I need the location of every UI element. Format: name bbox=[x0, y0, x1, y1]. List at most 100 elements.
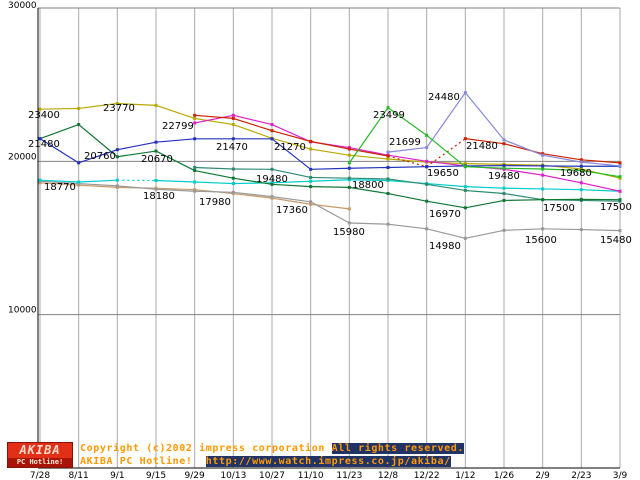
data-point-marker bbox=[579, 188, 583, 192]
akiba-logo: AKIBA PC Hotline! bbox=[7, 442, 73, 468]
data-point-marker bbox=[231, 190, 235, 194]
data-point-marker bbox=[231, 113, 235, 117]
data-point-marker bbox=[154, 179, 158, 182]
point-value-label: 23770 bbox=[103, 103, 135, 114]
site-url-text: http://www.watch.impress.co.jp/akiba/ bbox=[205, 456, 451, 467]
data-point-marker bbox=[193, 188, 197, 192]
data-point-marker bbox=[463, 162, 467, 166]
bright-green-line bbox=[347, 106, 622, 179]
data-point-marker bbox=[425, 199, 429, 203]
x-tick-label: 9/15 bbox=[146, 471, 166, 480]
data-point-marker bbox=[618, 176, 622, 180]
data-point-marker bbox=[270, 182, 274, 186]
data-point-marker bbox=[309, 179, 313, 183]
data-point-marker bbox=[347, 221, 351, 225]
point-labels: 23400 21480 18770 23770 20760 20670 18180 22799… bbox=[28, 92, 632, 252]
point-value-label: 15980 bbox=[333, 227, 365, 238]
point-value-label: 21270 bbox=[274, 142, 306, 153]
data-point-marker bbox=[154, 103, 158, 107]
data-point-marker bbox=[347, 166, 351, 170]
point-value-label: 14980 bbox=[429, 241, 461, 252]
data-point-marker bbox=[618, 164, 622, 168]
data-point-marker bbox=[541, 187, 545, 191]
data-point-marker bbox=[231, 137, 235, 141]
navy-blue-line bbox=[38, 137, 622, 171]
gridlines bbox=[38, 7, 621, 468]
data-point-marker bbox=[154, 140, 158, 144]
data-point-marker bbox=[347, 185, 351, 189]
data-point-marker bbox=[502, 186, 506, 190]
data-point-marker bbox=[347, 153, 351, 157]
data-point-marker bbox=[541, 164, 545, 168]
data-point-marker bbox=[502, 142, 506, 146]
x-tick-label: 1/12 bbox=[455, 471, 475, 480]
data-point-marker bbox=[502, 228, 506, 232]
data-point-marker bbox=[115, 148, 119, 152]
data-point-marker bbox=[193, 180, 197, 184]
data-point-marker bbox=[502, 138, 506, 142]
data-point-marker bbox=[425, 182, 429, 186]
data-point-marker bbox=[270, 196, 274, 200]
data-point-marker bbox=[347, 207, 351, 211]
data-point-marker bbox=[309, 167, 313, 171]
y-tick-label: 30000 bbox=[8, 1, 37, 11]
data-point-marker bbox=[425, 133, 429, 137]
x-tick-label: 11/10 bbox=[298, 471, 324, 480]
data-point-marker bbox=[386, 179, 390, 182]
x-tick-label: 12/8 bbox=[378, 471, 398, 480]
point-value-label: 18770 bbox=[44, 182, 76, 193]
data-point-marker bbox=[386, 177, 390, 181]
data-point-marker bbox=[270, 123, 274, 127]
magenta-line bbox=[193, 113, 622, 193]
point-value-label: 17360 bbox=[276, 205, 308, 216]
data-point-marker bbox=[618, 175, 622, 179]
x-tick-label: 9/29 bbox=[185, 471, 205, 480]
data-point-marker bbox=[347, 176, 351, 180]
data-point-marker bbox=[541, 153, 545, 157]
data-point-marker bbox=[579, 169, 583, 173]
data-point-marker bbox=[77, 106, 81, 110]
data-point-marker bbox=[231, 167, 235, 171]
data-point-marker bbox=[502, 198, 506, 202]
data-point-marker bbox=[347, 178, 351, 182]
site-name-text: AKIBA PC Hotline! bbox=[80, 456, 206, 467]
site-line: AKIBA PC Hotline! http://www.watch.impre… bbox=[80, 455, 464, 468]
data-point-marker bbox=[579, 181, 583, 185]
data-point-marker bbox=[270, 137, 274, 141]
data-point-marker bbox=[463, 236, 467, 240]
data-point-marker bbox=[309, 200, 313, 204]
data-point-marker bbox=[154, 187, 158, 191]
data-point-marker bbox=[386, 165, 390, 169]
data-point-marker bbox=[618, 161, 622, 165]
data-point-marker bbox=[386, 150, 390, 154]
copyright-line: Copyright (c)2002 impress corporation Al… bbox=[80, 442, 465, 455]
data-point-marker bbox=[115, 184, 119, 188]
point-value-label: 21480 bbox=[466, 141, 498, 152]
data-point-marker bbox=[463, 188, 467, 192]
data-point-marker bbox=[541, 167, 545, 171]
data-point-marker bbox=[231, 116, 235, 120]
data-point-marker bbox=[115, 102, 119, 106]
gray-line bbox=[38, 179, 622, 240]
data-point-marker bbox=[193, 113, 197, 117]
point-value-label: 20760 bbox=[84, 151, 116, 162]
point-value-label: 21699 bbox=[389, 137, 421, 148]
data-point-marker bbox=[231, 123, 235, 127]
data-point-marker bbox=[193, 121, 197, 125]
data-point-marker bbox=[347, 146, 351, 150]
data-point-marker bbox=[463, 91, 467, 95]
data-point-marker bbox=[386, 154, 390, 158]
point-value-label: 17500 bbox=[543, 203, 575, 214]
data-point-marker bbox=[38, 137, 42, 141]
data-point-marker bbox=[425, 159, 429, 163]
data-point-marker bbox=[38, 178, 42, 182]
data-point-marker bbox=[618, 199, 622, 203]
data-point-marker bbox=[579, 228, 583, 232]
x-tick-label: 12/22 bbox=[414, 471, 440, 480]
watermark-text: Copyright (c)2002 impress corporation Al… bbox=[80, 442, 465, 468]
data-point-marker bbox=[541, 152, 545, 156]
point-value-label: 21480 bbox=[28, 139, 60, 150]
data-point-marker bbox=[115, 155, 119, 159]
data-point-marker bbox=[579, 160, 583, 164]
